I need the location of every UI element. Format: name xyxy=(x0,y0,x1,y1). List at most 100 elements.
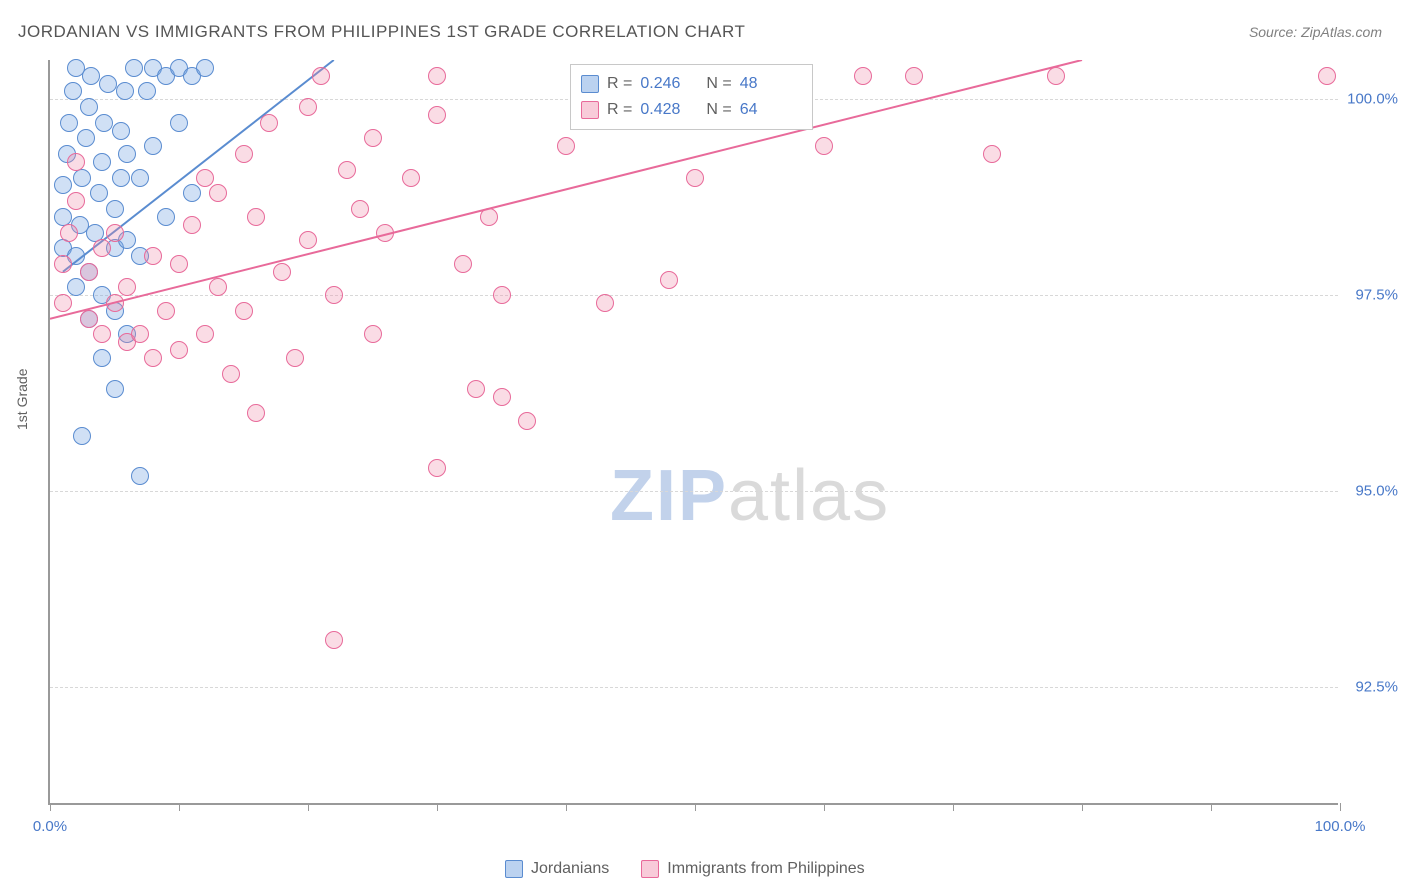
data-point xyxy=(299,98,317,116)
watermark-atlas: atlas xyxy=(728,456,890,536)
data-point xyxy=(93,325,111,343)
data-point xyxy=(90,184,108,202)
x-tick-label: 100.0% xyxy=(1315,818,1366,835)
legend-item: Immigrants from Philippines xyxy=(641,860,864,878)
legend-swatch xyxy=(581,75,599,93)
data-point xyxy=(82,67,100,85)
x-tick xyxy=(1211,803,1212,811)
data-point xyxy=(112,169,130,187)
correlation-legend: R =0.246N =48R =0.428N =64 xyxy=(570,64,813,130)
data-point xyxy=(247,208,265,226)
data-point xyxy=(80,263,98,281)
data-point xyxy=(112,122,130,140)
series-legend: Jordanians Immigrants from Philippines xyxy=(505,860,865,878)
data-point xyxy=(273,263,291,281)
x-tick xyxy=(953,803,954,811)
data-point xyxy=(260,114,278,132)
data-point xyxy=(428,459,446,477)
data-point xyxy=(67,278,85,296)
data-point xyxy=(983,145,1001,163)
data-point xyxy=(131,325,149,343)
data-point xyxy=(131,467,149,485)
data-point xyxy=(106,380,124,398)
x-tick xyxy=(437,803,438,811)
data-point xyxy=(338,161,356,179)
data-point xyxy=(235,302,253,320)
data-point xyxy=(325,631,343,649)
data-point xyxy=(80,98,98,116)
data-point xyxy=(54,294,72,312)
data-point xyxy=(183,184,201,202)
y-tick-label: 95.0% xyxy=(1343,483,1398,500)
gridline xyxy=(50,687,1338,688)
data-point xyxy=(170,341,188,359)
data-point xyxy=(116,82,134,100)
legend-item: Jordanians xyxy=(505,860,609,878)
data-point xyxy=(209,184,227,202)
data-point xyxy=(557,137,575,155)
data-point xyxy=(286,349,304,367)
legend-swatch xyxy=(505,860,523,878)
gridline xyxy=(50,491,1338,492)
data-point xyxy=(106,200,124,218)
data-point xyxy=(106,294,124,312)
data-point xyxy=(67,192,85,210)
data-point xyxy=(247,404,265,422)
data-point xyxy=(170,114,188,132)
legend-row: R =0.246N =48 xyxy=(581,71,798,97)
data-point xyxy=(60,114,78,132)
data-point xyxy=(67,153,85,171)
x-tick xyxy=(50,803,51,811)
data-point xyxy=(99,75,117,93)
data-point xyxy=(596,294,614,312)
data-point xyxy=(402,169,420,187)
x-tick xyxy=(1082,803,1083,811)
legend-label: Immigrants from Philippines xyxy=(667,860,864,878)
data-point xyxy=(196,59,214,77)
data-point xyxy=(815,137,833,155)
data-point xyxy=(905,67,923,85)
data-point xyxy=(157,208,175,226)
legend-row: R =0.428N =64 xyxy=(581,97,798,123)
data-point xyxy=(467,380,485,398)
x-tick xyxy=(308,803,309,811)
data-point xyxy=(144,349,162,367)
data-point xyxy=(428,67,446,85)
data-point xyxy=(93,153,111,171)
data-point xyxy=(125,59,143,77)
x-tick xyxy=(695,803,696,811)
data-point xyxy=(1318,67,1336,85)
scatter-plot-area: ZIPatlas 92.5%95.0%97.5%100.0%0.0%100.0% xyxy=(48,60,1338,805)
data-point xyxy=(131,169,149,187)
x-tick-label: 0.0% xyxy=(33,818,67,835)
x-tick xyxy=(179,803,180,811)
data-point xyxy=(77,129,95,147)
data-point xyxy=(686,169,704,187)
data-point xyxy=(106,224,124,242)
data-point xyxy=(138,82,156,100)
data-point xyxy=(93,239,111,257)
data-point xyxy=(351,200,369,218)
data-point xyxy=(157,302,175,320)
data-point xyxy=(196,325,214,343)
data-point xyxy=(73,427,91,445)
legend-swatch xyxy=(641,860,659,878)
watermark: ZIPatlas xyxy=(610,455,890,537)
data-point xyxy=(480,208,498,226)
data-point xyxy=(144,247,162,265)
data-point xyxy=(170,255,188,273)
data-point xyxy=(93,349,111,367)
data-point xyxy=(183,216,201,234)
data-point xyxy=(325,286,343,304)
data-point xyxy=(660,271,678,289)
x-tick xyxy=(824,803,825,811)
data-point xyxy=(364,325,382,343)
data-point xyxy=(54,255,72,273)
data-point xyxy=(312,67,330,85)
watermark-zip: ZIP xyxy=(610,456,728,536)
y-tick-label: 100.0% xyxy=(1343,91,1398,108)
source-attribution: Source: ZipAtlas.com xyxy=(1249,24,1382,40)
data-point xyxy=(222,365,240,383)
data-point xyxy=(518,412,536,430)
data-point xyxy=(73,169,91,187)
